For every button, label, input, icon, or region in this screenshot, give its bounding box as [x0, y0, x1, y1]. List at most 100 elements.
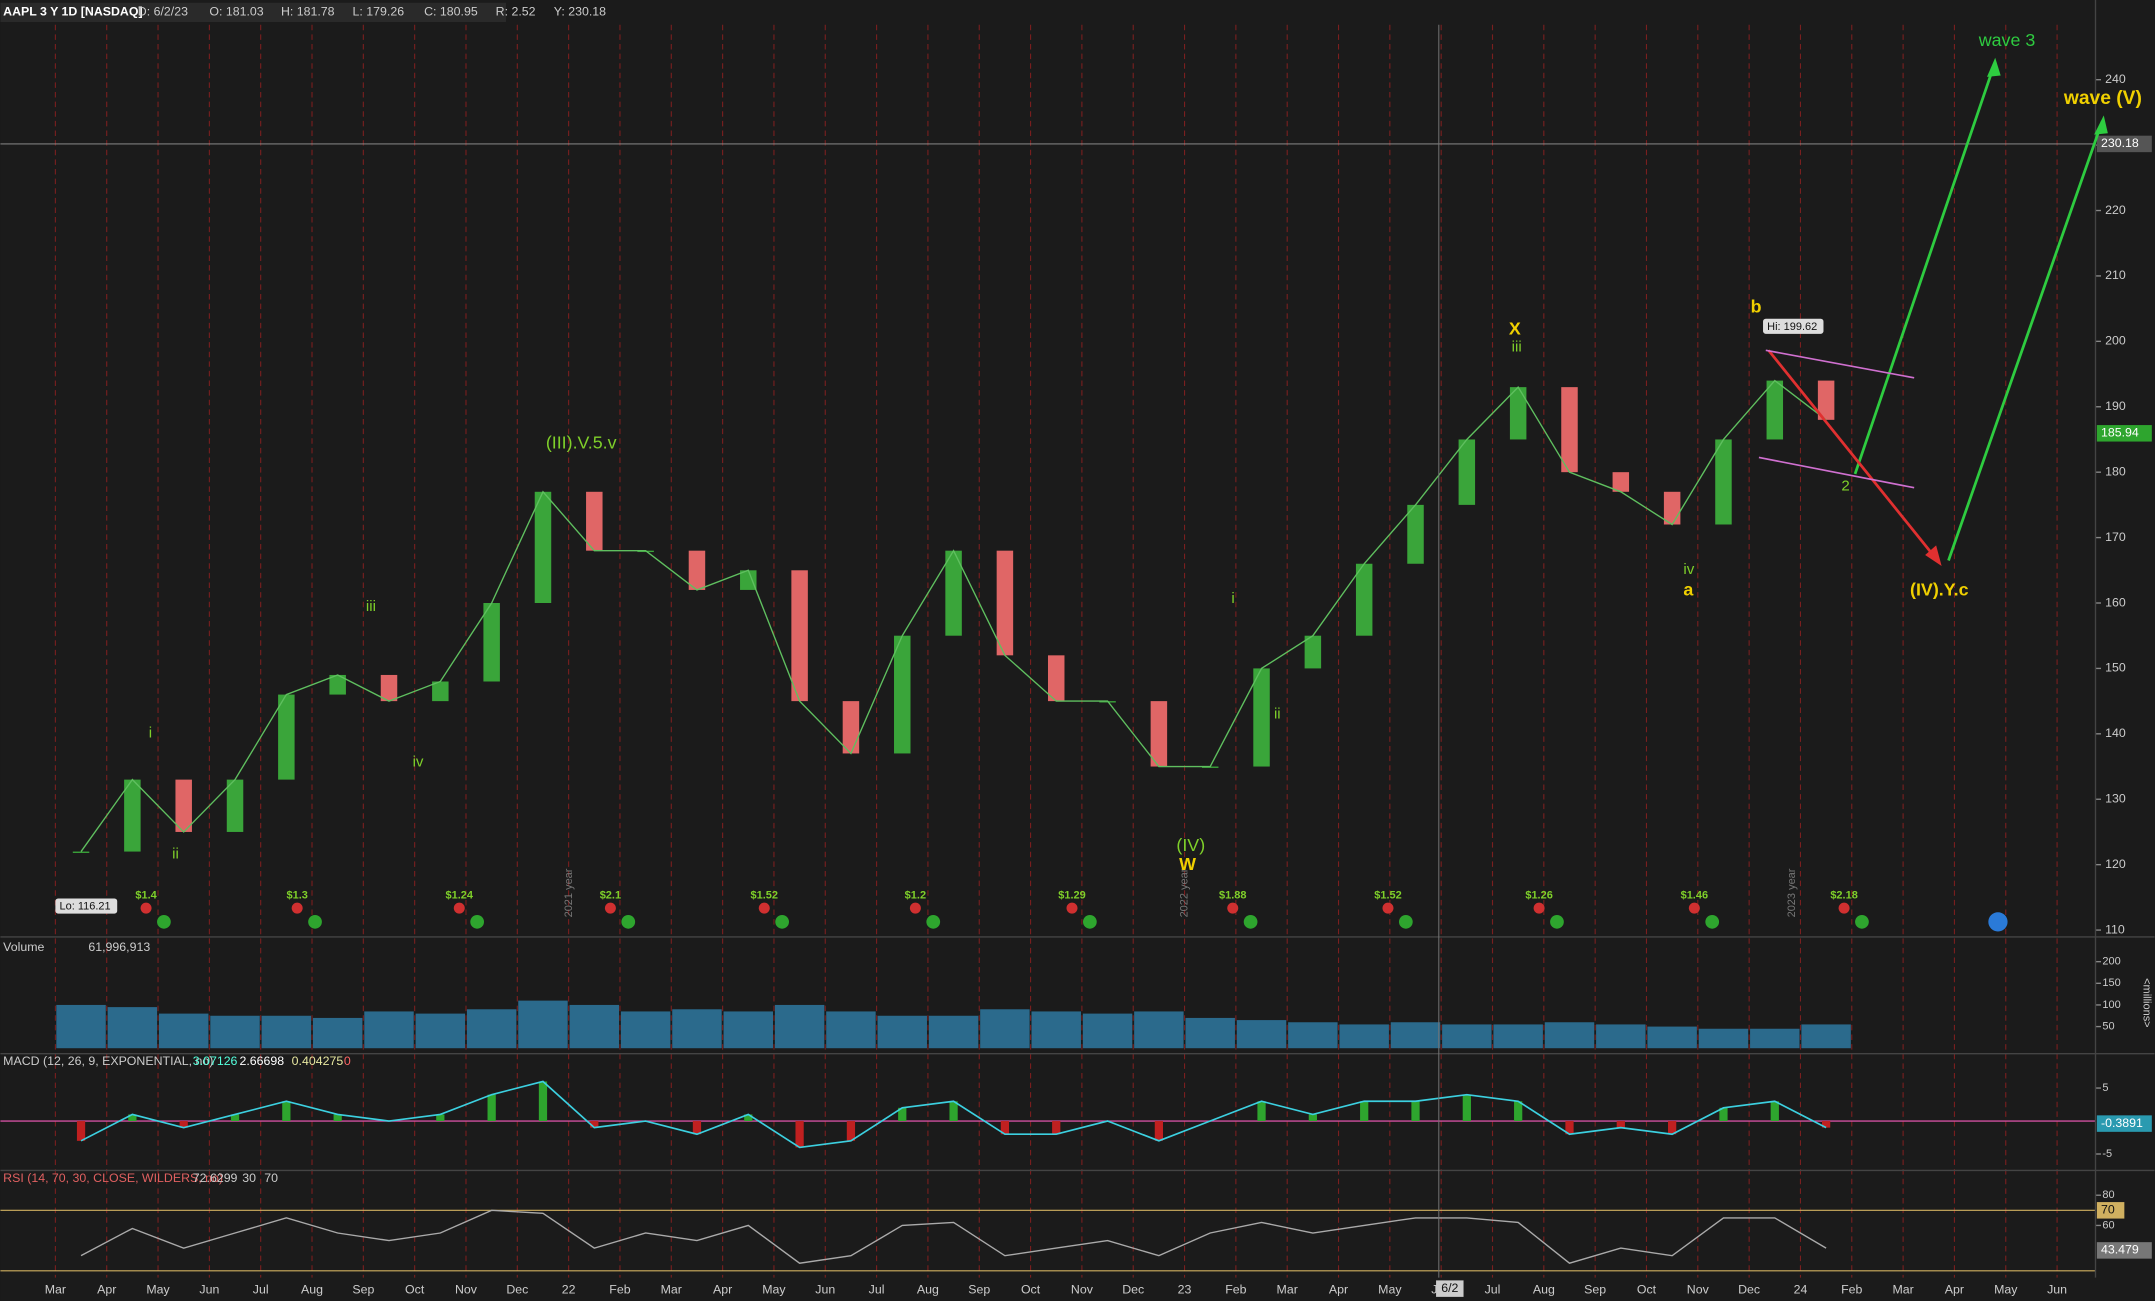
annotation: i [149, 725, 152, 742]
y-tick-label: 180 [2105, 464, 2126, 478]
hi-box [1763, 318, 1824, 334]
y-tick-label: 140 [2105, 726, 2126, 740]
event-icon [621, 914, 636, 929]
macd-hist [898, 1107, 907, 1122]
candle [278, 694, 295, 780]
volume-bar [569, 1004, 620, 1049]
panel-title: Volume [3, 940, 44, 954]
lo-label: Lo: 116.21 [60, 901, 111, 913]
candle [1458, 439, 1476, 505]
dividend-label: $1.26 [1525, 890, 1553, 902]
volume-bar [158, 1013, 209, 1049]
candle [1407, 504, 1424, 564]
x-tick-label: Jul [869, 1282, 885, 1296]
channel-line [1758, 456, 1915, 489]
event-icon [308, 914, 322, 929]
x-tick-label: 23 [1178, 1282, 1192, 1296]
help-icon[interactable] [1988, 912, 2008, 932]
event-icon [604, 902, 616, 914]
year-marker: 2022 year [1179, 868, 1191, 917]
volume-bar [1236, 1020, 1287, 1049]
year-marker: 2021 year [563, 868, 575, 917]
x-tick-label: Aug [917, 1282, 939, 1296]
volume-bar [1082, 1013, 1133, 1049]
candle [1150, 701, 1168, 767]
dividend-label: $1.3 [286, 890, 307, 902]
event-icon [1855, 914, 1869, 929]
event-icon [1705, 914, 1720, 929]
y-tick-label: 130 [2105, 792, 2126, 806]
x-tick-label: Apr [713, 1282, 732, 1296]
x-tick-label: Jul [1485, 1282, 1501, 1296]
dividend-label: $2.1 [600, 890, 621, 902]
x-tick-label: Apr [1329, 1282, 1348, 1296]
candle [1663, 491, 1681, 525]
x-tick-label: Dec [506, 1282, 528, 1296]
event-icon [157, 914, 171, 929]
volume-bar [826, 1011, 876, 1049]
annotation: wave (V) [2063, 88, 2142, 109]
annotation: iii [366, 598, 376, 615]
value-box [2096, 1115, 2152, 1132]
x-tick-label: Mar [1892, 1282, 1913, 1296]
volume-bar [1031, 1011, 1081, 1049]
panel-reading: 30 [242, 1171, 256, 1185]
macd-hist [949, 1101, 958, 1122]
date-box [1436, 1280, 1464, 1297]
macd-hist [1514, 1101, 1523, 1122]
x-tick-label: Nov [1687, 1282, 1710, 1296]
candle [1253, 668, 1270, 767]
x-tick-label: Nov [1071, 1282, 1094, 1296]
volume-bar [1390, 1022, 1441, 1049]
x-tick-label: Jun [815, 1282, 835, 1296]
volume-bar [518, 1000, 568, 1049]
x-tick-label: Feb [609, 1282, 630, 1296]
macd-hist [590, 1121, 599, 1128]
event-icon [775, 914, 789, 929]
volume-bar [1134, 1011, 1184, 1049]
price-box [2096, 135, 2152, 153]
macd-hist [1565, 1121, 1574, 1135]
macd-hist [487, 1094, 496, 1122]
annotations: wave 3 wave (V) (III).V.5.v iii iv i ii … [149, 30, 2142, 874]
candle [483, 603, 500, 682]
event-icon [1066, 902, 1078, 914]
header-bg [0, 2, 506, 22]
volume-bar [980, 1009, 1030, 1049]
annotation: i [1231, 590, 1234, 607]
candle [1612, 472, 1630, 492]
event-icon [1382, 902, 1394, 914]
candle [842, 701, 860, 754]
annotation: 2 [1841, 477, 1849, 494]
volume-bar [1647, 1026, 1697, 1049]
dividend-label: $2.18 [1830, 890, 1858, 902]
macd-hist [1308, 1114, 1317, 1122]
header-field: C: 180.95 [424, 5, 478, 19]
annotation: ii [172, 845, 179, 862]
panel-reading: 70 [264, 1171, 278, 1185]
candle [740, 570, 757, 590]
y-tick-label: 150 [2102, 977, 2120, 989]
volume-bar [364, 1011, 414, 1049]
x-tick-label: Jun [2047, 1282, 2067, 1296]
event-icon [140, 902, 152, 914]
crosshair-price: 230.18 [2101, 136, 2139, 150]
arrow-waveV [1947, 120, 2104, 561]
annotation: b [1751, 296, 1762, 316]
y-tick-label: 80 [2102, 1189, 2114, 1201]
arrow-head [1925, 545, 1942, 567]
x-tick-label: Feb [1841, 1282, 1862, 1296]
y-tick-label: 120 [2105, 857, 2126, 871]
y-tick-label: 240 [2105, 72, 2126, 86]
volume-bar [415, 1013, 466, 1049]
annotation: iv [413, 753, 424, 770]
panel-reading: 61,996,913 [88, 940, 150, 954]
y-tick-label: 110 [2105, 922, 2125, 936]
hi-label: Hi: 199.62 [1767, 321, 1817, 333]
arrow-wave3 [1853, 61, 1997, 475]
volume-bar [1339, 1024, 1389, 1049]
macd-hist [1360, 1101, 1369, 1122]
x-tick-label: Oct [1021, 1282, 1041, 1296]
volume-bar [1596, 1024, 1646, 1049]
